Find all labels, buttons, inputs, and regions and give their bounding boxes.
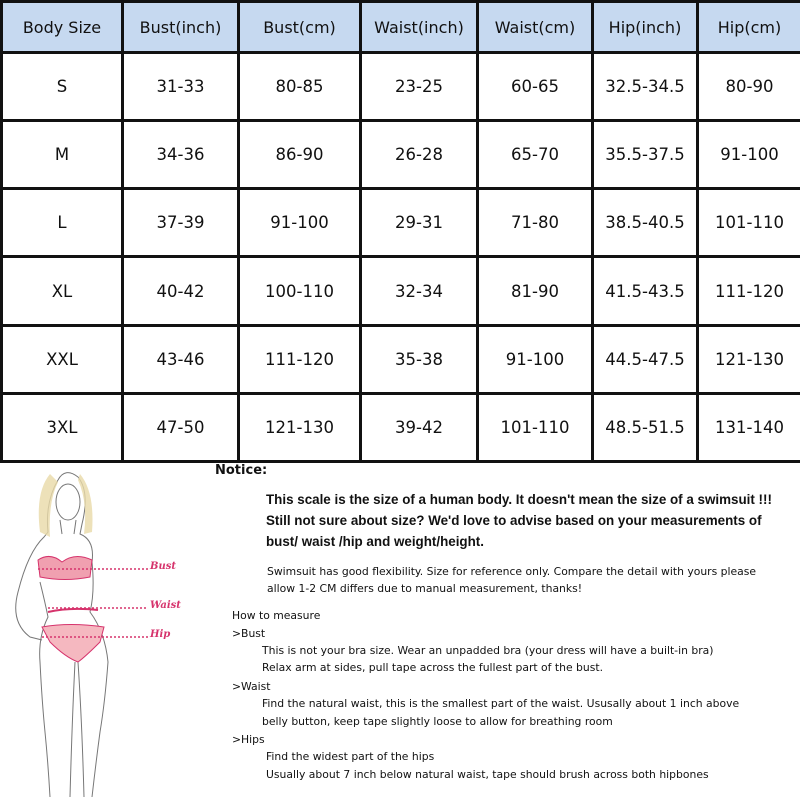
hip-label: Hip — [150, 629, 170, 640]
size-cell: XXL — [2, 325, 123, 393]
measurement-cell: 26-28 — [361, 121, 478, 189]
measurement-cell: 71-80 — [478, 189, 593, 257]
bust-label: Bust — [150, 561, 176, 572]
measurement-cell: 47-50 — [123, 393, 239, 461]
measurement-cell: 29-31 — [361, 189, 478, 257]
measurement-cell: 32-34 — [361, 257, 478, 325]
bust-instruction: This is not your bra size. Wear an unpad… — [262, 644, 713, 657]
size-cell: XL — [2, 257, 123, 325]
measurement-cell: 121-130 — [239, 393, 361, 461]
measurement-cell: 91-100 — [239, 189, 361, 257]
measurement-cell: 48.5-51.5 — [593, 393, 698, 461]
waist-instruction: belly button, keep tape slightly loose t… — [262, 715, 613, 728]
measurement-cell: 86-90 — [239, 121, 361, 189]
measurement-cell: 39-42 — [361, 393, 478, 461]
hips-heading: >Hips — [232, 733, 265, 746]
measurement-cell: 91-100 — [698, 121, 800, 189]
measurement-cell: 60-65 — [478, 53, 593, 121]
bust-instruction: Relax arm at sides, pull tape across the… — [262, 661, 603, 674]
bust-heading: >Bust — [232, 627, 265, 640]
size-cell: S — [2, 53, 123, 121]
measurement-cell: 100-110 — [239, 257, 361, 325]
waist-instruction: Find the natural waist, this is the smal… — [262, 697, 739, 710]
measurement-cell: 91-100 — [478, 325, 593, 393]
column-header: Body Size — [2, 2, 123, 53]
body-measurement-figure: Bust Waist Hip — [0, 462, 215, 800]
measurement-cell: 101-110 — [698, 189, 800, 257]
how-to-heading: How to measure — [232, 609, 320, 622]
notice-title: Notice: — [215, 463, 267, 478]
measurement-cell: 43-46 — [123, 325, 239, 393]
measurement-cell: 44.5-47.5 — [593, 325, 698, 393]
waist-label: Waist — [150, 600, 181, 611]
measurement-cell: 111-120 — [698, 257, 800, 325]
column-header: Bust(cm) — [239, 2, 361, 53]
measurement-cell: 35-38 — [361, 325, 478, 393]
size-cell: 3XL — [2, 393, 123, 461]
measurement-cell: 32.5-34.5 — [593, 53, 698, 121]
notice-bold-line: This scale is the size of a human body. … — [266, 492, 772, 507]
measurement-cell: 80-85 — [239, 53, 361, 121]
column-header: Waist(inch) — [361, 2, 478, 53]
measurement-cell: 81-90 — [478, 257, 593, 325]
measurement-cell: 34-36 — [123, 121, 239, 189]
column-header: Bust(inch) — [123, 2, 239, 53]
measurement-cell: 38.5-40.5 — [593, 189, 698, 257]
measurement-cell: 35.5-37.5 — [593, 121, 698, 189]
notice-bold-line: bust/ waist /hip and weight/height. — [266, 534, 484, 549]
flex-line: allow 1-2 CM differs due to manual measu… — [267, 582, 582, 595]
measurement-cell: 31-33 — [123, 53, 239, 121]
measurement-cell: 121-130 — [698, 325, 800, 393]
hips-instruction: Find the widest part of the hips — [266, 750, 434, 763]
waist-heading: >Waist — [232, 680, 271, 693]
notice-bold-line: Still not sure about size? We'd love to … — [266, 513, 762, 528]
flex-line: Swimsuit has good flexibility. Size for … — [267, 565, 756, 578]
measurement-cell: 131-140 — [698, 393, 800, 461]
size-cell: M — [2, 121, 123, 189]
column-header: Hip(inch) — [593, 2, 698, 53]
measurement-cell: 101-110 — [478, 393, 593, 461]
woman-sketch-illustration — [0, 462, 215, 800]
measurement-cell: 37-39 — [123, 189, 239, 257]
size-cell: L — [2, 189, 123, 257]
measurement-cell: 111-120 — [239, 325, 361, 393]
measurement-cell: 23-25 — [361, 53, 478, 121]
measurement-cell: 80-90 — [698, 53, 800, 121]
column-header: Waist(cm) — [478, 2, 593, 53]
measurement-cell: 40-42 — [123, 257, 239, 325]
hips-instruction: Usually about 7 inch below natural waist… — [266, 768, 709, 781]
measurement-cell: 65-70 — [478, 121, 593, 189]
measurement-cell: 41.5-43.5 — [593, 257, 698, 325]
column-header: Hip(cm) — [698, 2, 800, 53]
